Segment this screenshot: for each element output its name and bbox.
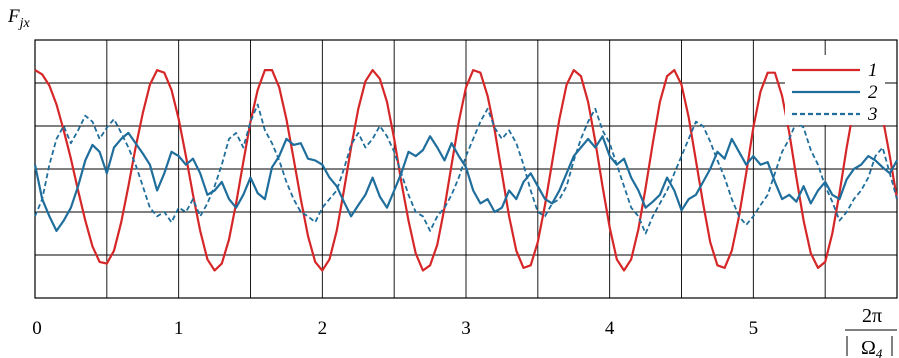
x-tick-label: 0 [32, 318, 42, 339]
legend: 123 [785, 55, 885, 125]
legend-label-2: 2 [868, 82, 878, 103]
legend-label-1: 1 [868, 60, 878, 81]
y-axis-label-main: F [7, 6, 20, 27]
x-tick-label: 1 [174, 318, 184, 339]
x-tick-label: 2 [318, 318, 328, 339]
x-axis-unit-subscript: 4 [876, 346, 883, 358]
x-axis-unit-label: 2π Ω4 [845, 305, 897, 358]
x-tick-label: 4 [605, 318, 615, 339]
legend-label-3: 3 [867, 104, 878, 125]
series-line-1 [34, 68, 899, 272]
x-tick-label: 5 [749, 318, 759, 339]
x-axis-unit-numerator: 2π [862, 305, 882, 327]
x-axis-unit-omega: Ω [861, 337, 876, 358]
series-line-3 [34, 103, 898, 235]
x-ticks: 0 1 2 3 4 5 [32, 318, 758, 339]
series-group [33, 68, 899, 272]
x-tick-label: 3 [461, 318, 471, 339]
y-axis-label-subscript: jx [18, 16, 31, 31]
y-axis-label: Fjx [7, 6, 30, 31]
series-line-2 [33, 131, 898, 232]
x-axis-unit-denominator: Ω4 [861, 337, 883, 358]
